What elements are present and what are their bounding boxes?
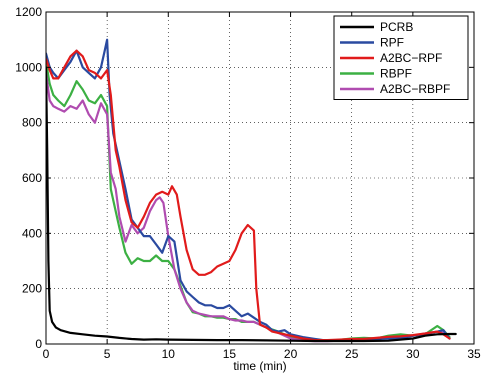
legend-label: RBPF [380, 67, 412, 81]
x-tick-label: 25 [345, 347, 359, 361]
y-tick-label: 1000 [15, 60, 42, 74]
legend-label: RPF [380, 36, 404, 50]
legend-box [333, 15, 469, 100]
legend-label: A2BC−RPF [380, 51, 442, 65]
x-tick-label: 20 [284, 347, 298, 361]
x-tick-label: 5 [104, 347, 111, 361]
series-layer [46, 38, 457, 343]
x-tick-label: 35 [467, 347, 481, 361]
y-tick-label: 0 [35, 337, 42, 351]
y-tick-label: 400 [22, 226, 42, 240]
legend-label: A2BC−RBPF [380, 82, 450, 96]
legend-label: PCRB [380, 20, 413, 34]
y-tick-label: 800 [22, 116, 42, 130]
x-tick-label: 15 [223, 347, 237, 361]
x-tick-label: 0 [43, 347, 50, 361]
y-tick-label: 200 [22, 282, 42, 296]
y-tick-label: 600 [22, 171, 42, 185]
x-axis-label: time (min) [233, 359, 286, 373]
x-tick-label: 10 [162, 347, 176, 361]
axis-ticks: 0 5 10 15 20 25 30 35 0 200 400 600 800 1000 1200 [15, 5, 481, 361]
x-tick-label: 30 [406, 347, 420, 361]
series-line-a2bc-rpf [46, 49, 451, 342]
series-line-pcrb [46, 66, 457, 343]
y-tick-label: 1200 [15, 5, 42, 19]
